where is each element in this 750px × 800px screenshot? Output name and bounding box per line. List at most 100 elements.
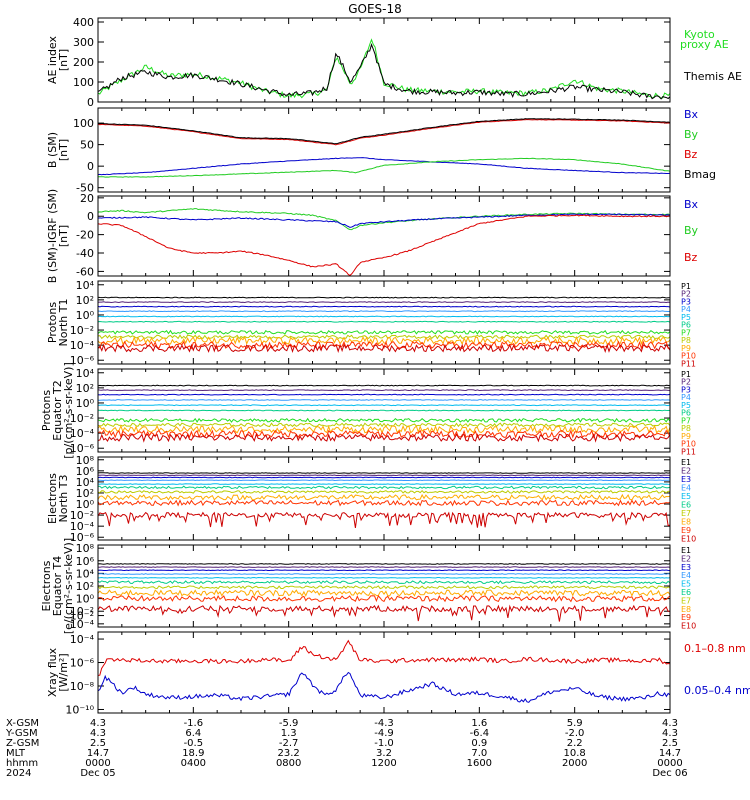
legend-entry: 0.05–0.4 nm xyxy=(684,684,750,697)
channel-line-P2 xyxy=(98,301,670,304)
x-row-value: 18.9 xyxy=(182,748,204,759)
y-tick-label: 400 xyxy=(73,16,94,29)
y-axis-label: [e/(cm²-s-sr-keV)] xyxy=(62,538,75,634)
channel-line-P4 xyxy=(98,399,670,401)
series-group xyxy=(98,639,670,703)
x-row-value: 3.2 xyxy=(376,748,392,759)
channel-label: E7 xyxy=(681,509,691,518)
series-line xyxy=(98,671,670,703)
y-axis-label: [W/m²] xyxy=(57,653,70,691)
channel-label: P11 xyxy=(681,359,696,368)
y-tick-label: 10⁻¹⁰ xyxy=(65,703,94,716)
channel-label: P11 xyxy=(681,447,696,456)
channel-label: P10 xyxy=(681,440,696,449)
y-tick-label: 10⁻⁶ xyxy=(70,531,95,544)
y-axis-label: AE index xyxy=(46,35,59,84)
channel-line-E2 xyxy=(98,474,670,477)
x-row-value: 0800 xyxy=(276,758,301,769)
legend-entry: Kyoto xyxy=(684,28,715,41)
y-axis-label: Xray flux xyxy=(46,647,59,697)
legend-entry: Bz xyxy=(684,148,698,161)
x-row-value: -4.3 xyxy=(374,718,394,729)
channel-label: P2 xyxy=(681,378,691,387)
channel-label: E9 xyxy=(681,613,691,622)
channel-line-E10 xyxy=(98,604,670,622)
x-row-value: 4.3 xyxy=(90,728,106,739)
series-line xyxy=(98,214,670,276)
legend-entry: Bmag xyxy=(684,168,716,181)
x-row-value: 0000 xyxy=(657,758,682,769)
y-tick-label: -60 xyxy=(76,265,94,278)
y-tick-label: 10⁸ xyxy=(76,542,95,555)
series-line xyxy=(98,43,670,100)
y-axis-label: Equator T2 xyxy=(51,380,64,440)
channel-line-E3 xyxy=(98,569,670,572)
channel-label: P10 xyxy=(681,352,696,361)
x-row-value: 4.3 xyxy=(90,718,106,729)
series-group xyxy=(98,208,670,276)
y-tick-label: 200 xyxy=(73,56,94,69)
channel-label: E9 xyxy=(681,526,691,535)
channel-label: P3 xyxy=(681,297,691,306)
channel-label: P9 xyxy=(681,432,691,441)
channel-line-E1 xyxy=(98,472,670,474)
panel-frame xyxy=(97,631,671,714)
channel-label: P4 xyxy=(681,393,691,402)
x-row-value: 2000 xyxy=(562,758,587,769)
channel-label: E2 xyxy=(681,467,691,476)
y-tick-label: 10⁴ xyxy=(76,567,95,580)
channel-label: E3 xyxy=(681,475,691,484)
x-row-value: -1.0 xyxy=(374,738,394,749)
channel-label: P3 xyxy=(681,385,691,394)
channel-line-E6 xyxy=(98,485,670,490)
y-tick-label: 0 xyxy=(87,160,94,173)
date-end-label: Dec 06 xyxy=(652,768,687,779)
channel-line-P7 xyxy=(98,329,670,335)
panel-bsm: 100 50 0 -50 B (SM)[nT] Bx By Bz Bmag xyxy=(46,107,716,195)
channel-label: P8 xyxy=(681,424,691,433)
y-tick-label: 10² xyxy=(76,294,94,307)
series-group xyxy=(98,384,670,443)
y-tick-label: 10² xyxy=(76,382,94,395)
y-tick-label: 10⁻² xyxy=(70,610,94,623)
channel-line-P9 xyxy=(98,424,670,434)
y-tick-label: 0 xyxy=(87,96,94,109)
channel-label: E8 xyxy=(681,605,691,614)
channel-line-E2 xyxy=(98,566,670,568)
y-tick-label: 10⁶ xyxy=(76,555,95,568)
channel-line-E5 xyxy=(98,576,670,579)
x-row-value: 23.2 xyxy=(278,748,300,759)
y-axis-label: North T1 xyxy=(57,299,70,347)
channel-label: P5 xyxy=(681,401,691,410)
channel-line-E6 xyxy=(98,580,670,585)
series-line xyxy=(98,157,670,178)
channel-label: E2 xyxy=(681,554,691,563)
channel-line-E9 xyxy=(98,499,670,507)
channel-line-E10 xyxy=(98,511,670,528)
channel-line-E3 xyxy=(98,476,670,479)
x-row-value: 1600 xyxy=(467,758,492,769)
channel-line-E9 xyxy=(98,594,670,603)
channel-label: P7 xyxy=(681,328,691,337)
channel-line-E7 xyxy=(98,489,670,494)
y-tick-label: 10⁰ xyxy=(76,498,95,511)
channel-label: E10 xyxy=(681,622,696,631)
channel-line-E8 xyxy=(98,493,670,501)
y-tick-label: 300 xyxy=(73,36,94,49)
y-tick-label: 10⁻⁴ xyxy=(70,520,95,533)
y-axis-label: Protons xyxy=(46,302,59,343)
legend-entry: By xyxy=(684,224,699,237)
channel-line-P8 xyxy=(98,422,670,428)
channel-label: P6 xyxy=(681,409,691,418)
x-row-value: 7.0 xyxy=(471,748,487,759)
channel-label: E5 xyxy=(681,580,691,589)
y-tick-label: 10⁴ xyxy=(76,476,95,489)
y-tick-label: 20 xyxy=(80,192,94,205)
x-row-value: 14.7 xyxy=(659,748,681,759)
channel-line-E1 xyxy=(98,563,670,565)
y-tick-label: 10⁻² xyxy=(70,605,94,618)
x-row-value: 0000 xyxy=(85,758,110,769)
channel-label: E6 xyxy=(681,588,691,597)
